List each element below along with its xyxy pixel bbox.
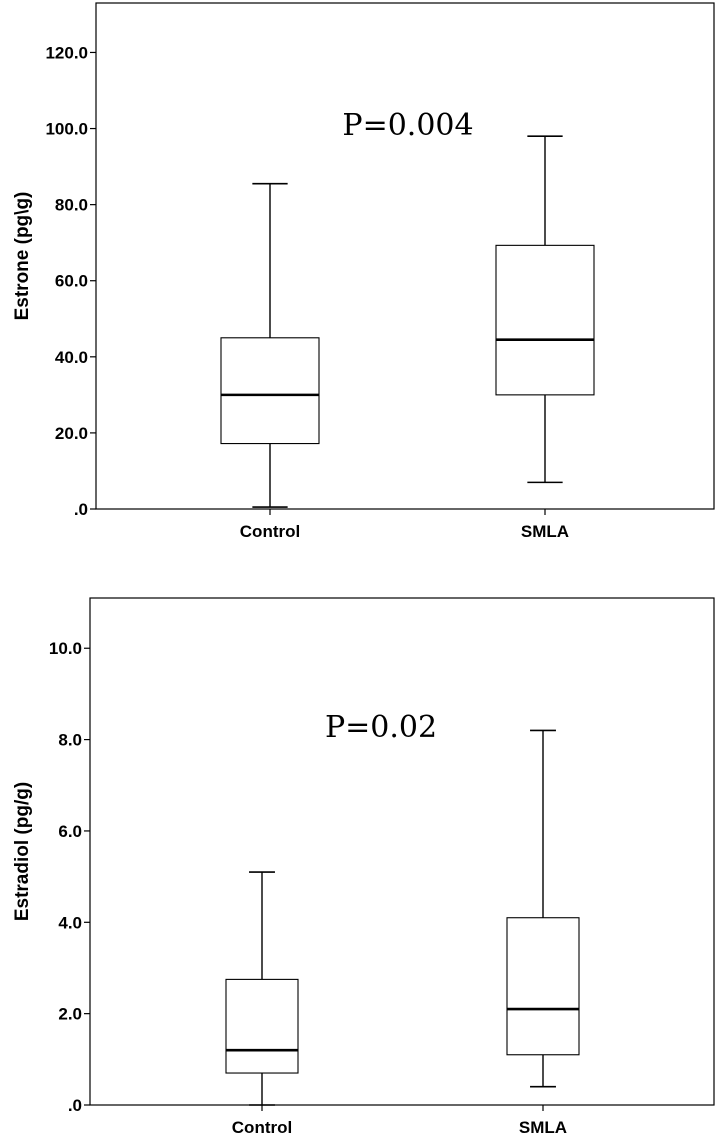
- plot-frame: [95, 2, 715, 510]
- iqr-box: [495, 244, 595, 396]
- y-tick-label: .0: [68, 1096, 82, 1115]
- y-axis-title: Estrone (pg\g): [12, 192, 33, 321]
- chart-panel-2: .0 2.0 4.0 6.0 8.0 10.0 Estradiol (pg/g) Contro…: [12, 597, 715, 1137]
- y-tick-label: 4.0: [58, 913, 82, 932]
- iqr-box: [225, 978, 299, 1074]
- y-tick-label: 8.0: [58, 731, 82, 750]
- x-category-label: SMLA: [519, 1118, 567, 1137]
- y-tick-label: 2.0: [58, 1005, 82, 1024]
- x-category-label: Control: [232, 1118, 292, 1137]
- x-category-label: SMLA: [521, 522, 569, 541]
- box-smla: [495, 135, 595, 484]
- iqr-box: [220, 337, 320, 445]
- box-smla: [506, 729, 580, 1088]
- y-tick-label: 10.0: [49, 639, 82, 658]
- y-tick-label: 120.0: [45, 43, 88, 62]
- iqr-box: [506, 917, 580, 1056]
- p-value-annotation: P=0.004: [342, 108, 473, 143]
- p-value-annotation: P=0.02: [325, 710, 437, 745]
- plot-frame: [89, 597, 715, 1106]
- y-tick-label: 100.0: [45, 120, 88, 139]
- y-tick-label: 80.0: [55, 196, 88, 215]
- x-category-label: Control: [240, 522, 300, 541]
- chart-panel-1: .0 20.0 40.0 60.0 80.0 100.0 120.0 Estrone (pg\…: [12, 2, 715, 541]
- y-axis-title: Estradiol (pg/g): [12, 782, 33, 921]
- y-tick-label: .0: [74, 500, 88, 519]
- y-tick-label: 40.0: [55, 348, 88, 367]
- y-tick-label: 20.0: [55, 424, 88, 443]
- y-tick-label: 60.0: [55, 272, 88, 291]
- box-control: [225, 871, 299, 1106]
- y-tick-label: 6.0: [58, 822, 82, 841]
- box-control: [220, 182, 320, 508]
